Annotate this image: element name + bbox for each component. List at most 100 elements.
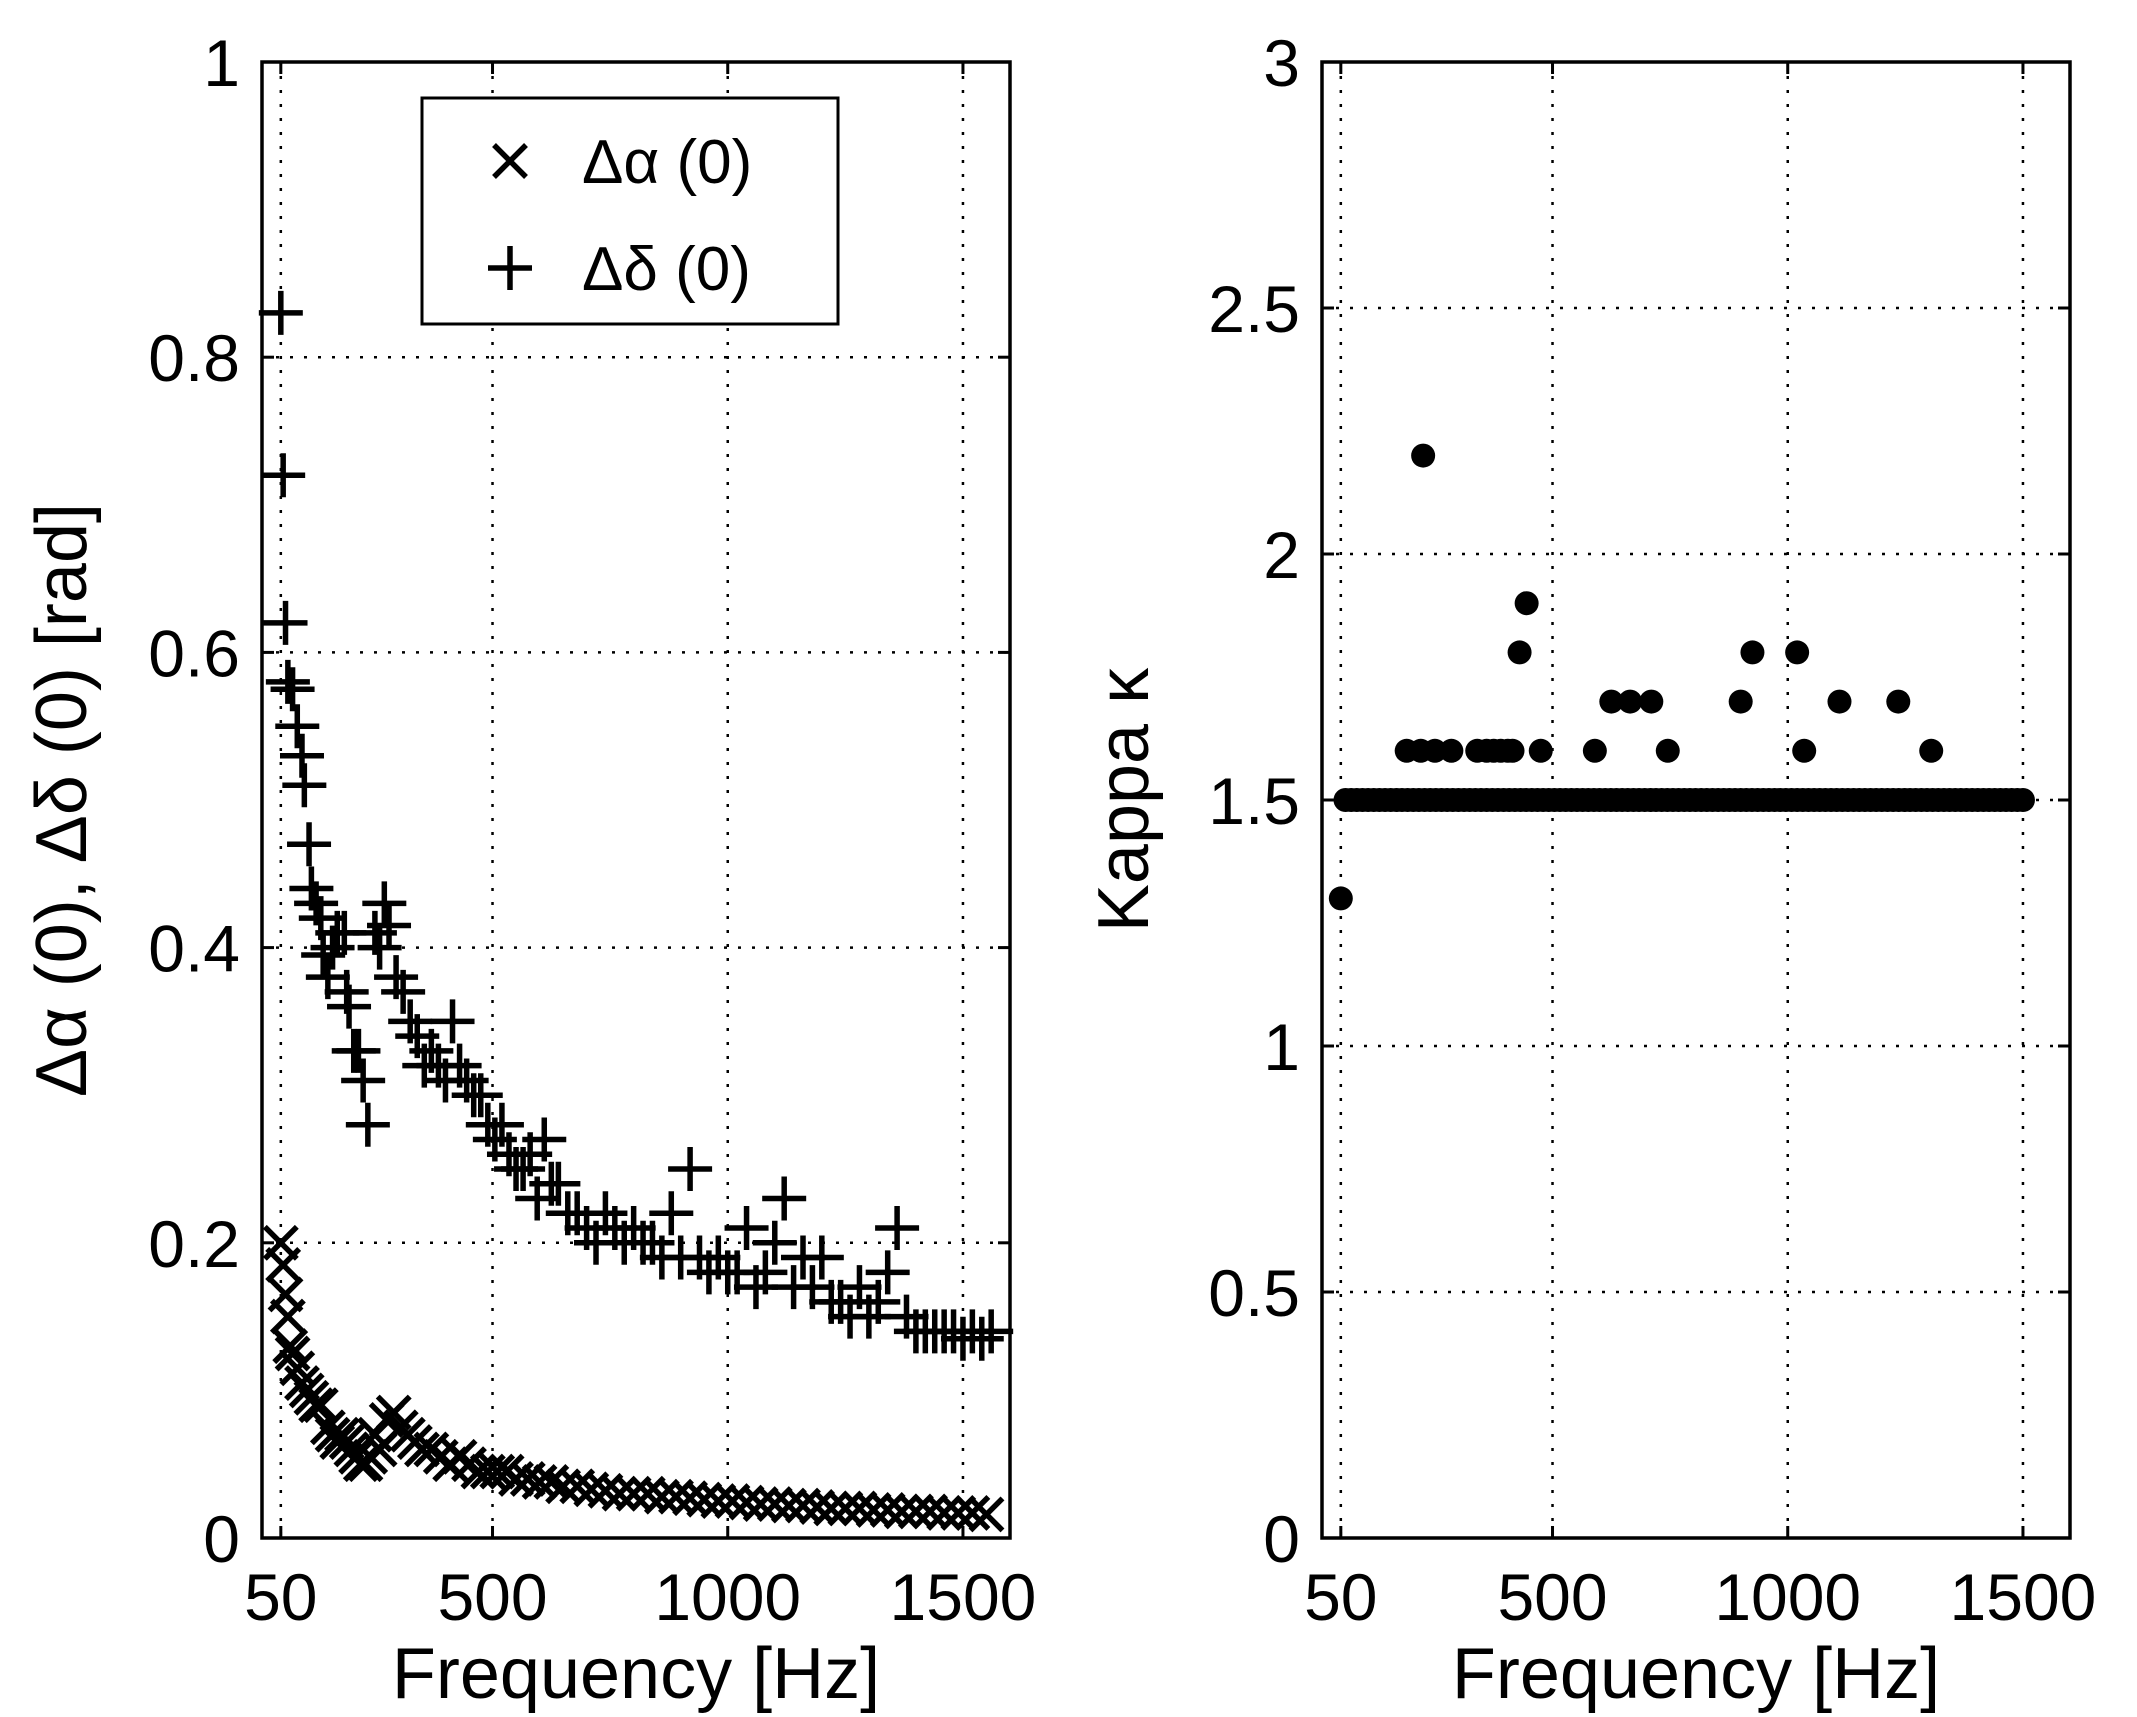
kappa-point (1792, 738, 1817, 763)
kappa-point (1582, 738, 1607, 763)
left-x-tick-labels: 50 500 1000 1500 (244, 1560, 1036, 1634)
delta-delta-point (959, 1316, 1004, 1361)
delta-alpha-point (756, 1486, 793, 1522)
legend-entry-delta-alpha: Δα (0) (582, 128, 752, 197)
delta-alpha-point (883, 1493, 920, 1530)
delta-delta-point (261, 453, 306, 498)
left-y-axis-label: Δα (0), Δδ (0) [rad] (22, 503, 102, 1097)
delta-delta-point (762, 1176, 807, 1221)
kappa-point (1785, 640, 1810, 665)
delta-delta-point (270, 667, 315, 712)
legend: Δα (0) Δδ (0) (420, 96, 840, 326)
y-tick-label: 0.8 (148, 321, 240, 395)
delta-delta-point (336, 1028, 381, 1073)
y-tick-label: 0 (203, 1502, 240, 1576)
delta-alpha-point (672, 1480, 709, 1517)
delta-delta-point (865, 1250, 910, 1295)
delta-delta-point (649, 1191, 694, 1236)
kappa-point (1886, 689, 1911, 714)
delta-alpha-point (479, 1453, 516, 1490)
x-tick-label: 500 (437, 1560, 547, 1634)
delta-alpha-point (912, 1493, 948, 1530)
left-plot: 50 500 1000 1500 0 0.2 0.4 0.6 0.8 1 Frequency [… (22, 26, 1036, 1714)
legend-entry-delta-delta: Δδ (0) (582, 235, 751, 304)
x-tick-label: 50 (1304, 1560, 1377, 1634)
delta-delta-point (430, 999, 475, 1044)
delta-alpha-point (827, 1490, 864, 1527)
kappa-point (1919, 738, 1944, 763)
delta-alpha-point (869, 1492, 906, 1528)
delta-alpha-point (940, 1494, 977, 1531)
delta-delta-point (522, 1117, 567, 1162)
delta-alpha-point (629, 1475, 666, 1512)
delta-delta-point (668, 1147, 713, 1191)
delta-delta-point (263, 600, 308, 645)
y-tick-label: 1 (203, 26, 240, 100)
right-plot-frame (1320, 60, 2072, 1540)
delta-alpha-point (841, 1490, 878, 1527)
x-tick-label: 1000 (1714, 1560, 1861, 1634)
kappa-point (1655, 738, 1680, 763)
delta-alpha-point (545, 1468, 582, 1505)
right-y-axis-label: Kappa κ (1084, 667, 1164, 932)
delta-alpha-point (926, 1494, 963, 1531)
kappa-point (1740, 640, 1765, 665)
delta-alpha-point (813, 1490, 850, 1527)
delta-delta-point (536, 1161, 581, 1206)
delta-delta-point (258, 290, 303, 335)
delta-alpha-point (714, 1483, 751, 1520)
delta-alpha-point (265, 1246, 302, 1283)
kappa-point (2010, 788, 2035, 812)
delta-alpha-point (601, 1475, 638, 1512)
x-tick-label: 500 (1497, 1560, 1607, 1634)
left-x-axis-label: Frequency [Hz] (392, 1634, 880, 1714)
delta-delta-point (265, 659, 310, 704)
right-y-tick-labels: 0 0.5 1 1.5 2 2.5 3 (1208, 26, 1300, 1576)
x-tick-label: 1500 (1950, 1560, 2097, 1634)
delta-delta-point (282, 763, 327, 808)
delta-alpha-point (799, 1489, 836, 1525)
right-plot: 50 500 1000 1500 0 0.5 1 1.5 2 2.5 3 Frequency [H… (1084, 26, 2096, 1714)
delta-alpha-point (404, 1431, 440, 1468)
delta-alpha-point (954, 1494, 991, 1531)
y-tick-label: 0.4 (148, 912, 240, 986)
delta-alpha-point (686, 1481, 723, 1518)
kappa-point (1528, 738, 1553, 763)
delta-alpha-point (742, 1486, 779, 1522)
legend-box (420, 96, 840, 326)
y-tick-label: 3 (1263, 26, 1300, 100)
delta-alpha-point (770, 1487, 807, 1524)
right-x-tick-labels: 50 500 1000 1500 (1304, 1560, 2096, 1634)
delta-delta-point (969, 1309, 1014, 1354)
y-tick-label: 1.5 (1208, 764, 1300, 838)
kappa-point (1639, 689, 1664, 714)
delta-delta-point (799, 1235, 844, 1280)
delta-delta-point (275, 704, 320, 749)
delta-delta-point (381, 969, 426, 1014)
x-tick-label: 1500 (890, 1560, 1037, 1634)
delta-delta-point (327, 984, 372, 1029)
delta-alpha-point (302, 1387, 339, 1424)
y-tick-label: 1 (1263, 1010, 1300, 1084)
kappa-point (1422, 738, 1447, 763)
kappa-point (1827, 689, 1852, 714)
kappa-point (1411, 443, 1436, 468)
delta-alpha-point (298, 1387, 335, 1424)
left-y-tick-labels: 0 0.2 0.4 0.6 0.8 1 (148, 26, 240, 1576)
right-x-axis-label: Frequency [Hz] (1452, 1634, 1940, 1714)
delta-delta-point (341, 1058, 386, 1103)
delta-alpha-point (855, 1492, 892, 1528)
delta-alpha-point (272, 1328, 309, 1365)
delta-delta-point (458, 1073, 503, 1118)
right-data-marks (1328, 443, 2035, 911)
kappa-point (1618, 689, 1643, 714)
legend-markers (488, 143, 532, 290)
left-plot-frame (260, 60, 1012, 1540)
delta-alpha-point (643, 1478, 680, 1515)
delta-alpha-point (897, 1493, 934, 1530)
y-tick-label: 2.5 (1208, 272, 1300, 346)
x-tick-label: 1000 (654, 1560, 801, 1634)
delta-alpha-point (573, 1471, 610, 1508)
y-tick-label: 2 (1263, 518, 1300, 592)
delta-delta-point (287, 822, 332, 867)
